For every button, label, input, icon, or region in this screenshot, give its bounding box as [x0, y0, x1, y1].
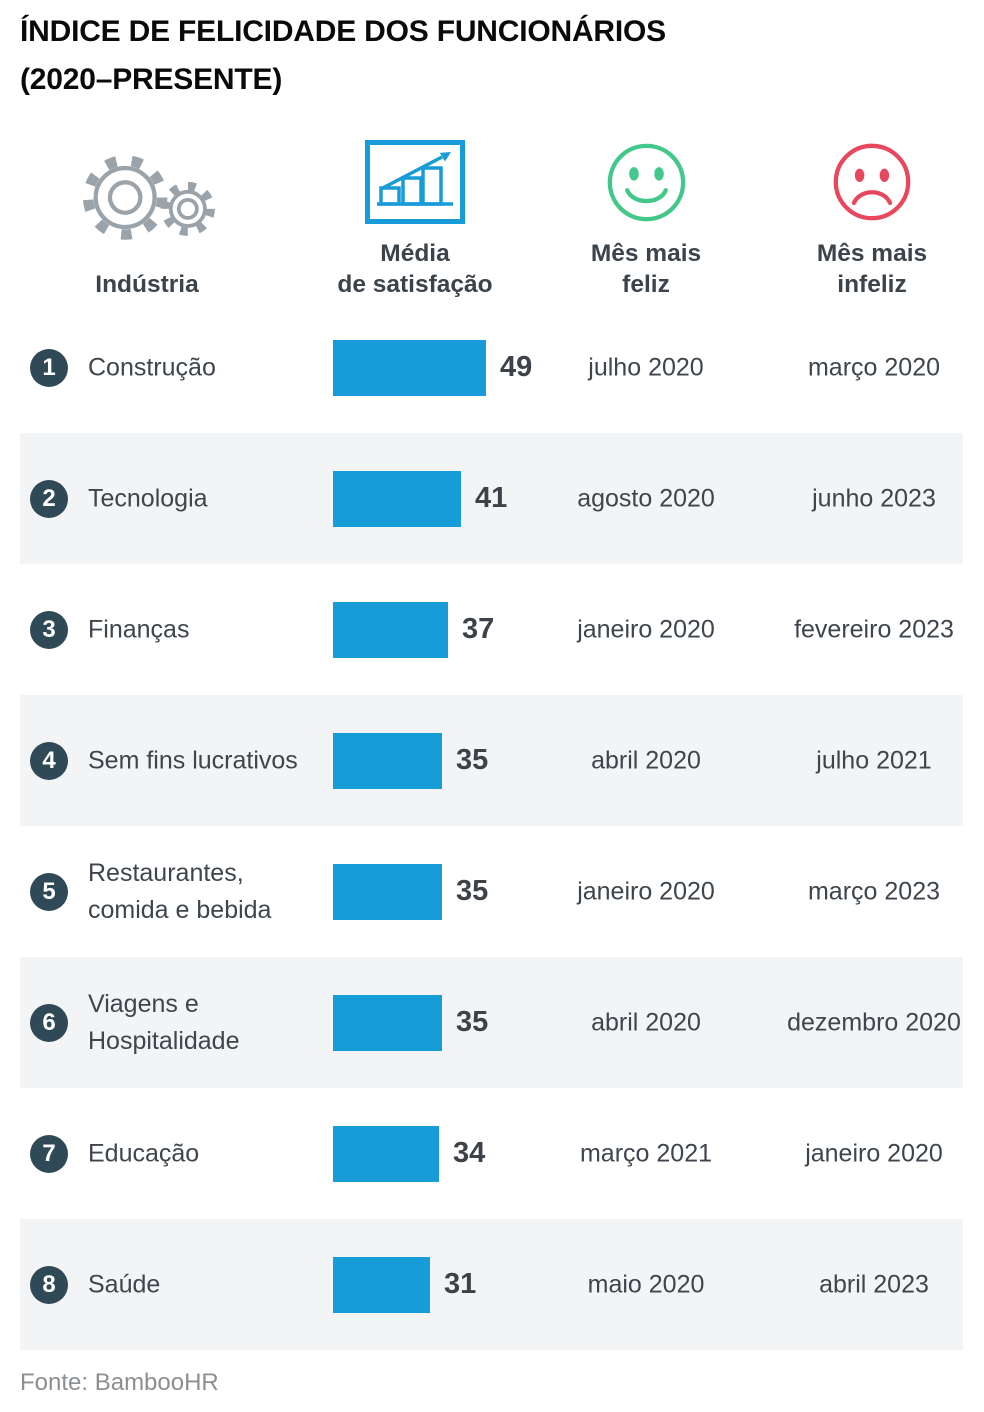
table-row: 7 Educação 34 março 2021 janeiro 2020 — [20, 1088, 963, 1219]
gears-icon — [37, 126, 257, 269]
table-row: 1 Construção 49 julho 2020 março 2020 — [20, 302, 963, 433]
unhappiest-month: janeiro 2020 — [805, 1139, 943, 1167]
column-header-industry: Indústria — [37, 126, 257, 302]
rank-badge: 7 — [30, 1134, 68, 1173]
unhappiest-month: março 2023 — [807, 877, 941, 905]
unhappiest-month: dezembro 2020 — [787, 1008, 961, 1036]
industry-label: Finanças — [88, 615, 190, 643]
column-headers: Indústria Média de satisfação — [0, 126, 984, 302]
industry-label: Tecnologia — [88, 484, 208, 512]
bar-cell: 35 — [333, 863, 489, 920]
column-label-unhappiest: Mês mais infeliz — [816, 240, 928, 298]
column-label-satisfaction: Média de satisfação — [337, 240, 493, 298]
table-row: 3 Finanças 37 janeiro 2020 fevereiro 202… — [20, 564, 963, 695]
industry-label: Restaurantes, comida e bebida — [88, 858, 272, 924]
happiest-month: março 2021 — [579, 1139, 713, 1167]
happiest-month: janeiro 2020 — [577, 877, 715, 905]
bar-cell: 35 — [333, 994, 489, 1051]
satisfaction-bar — [333, 601, 448, 658]
satisfaction-value: 35 — [456, 744, 489, 776]
unhappiest-month: fevereiro 2023 — [794, 615, 954, 643]
satisfaction-value: 34 — [453, 1137, 486, 1169]
rank-badge: 5 — [30, 872, 68, 911]
bar-cell: 35 — [333, 732, 489, 789]
bar-cell: 41 — [333, 470, 508, 527]
unhappiest-month: março 2020 — [807, 353, 941, 381]
table-row: 4 Sem fins lucrativos 35 abril 2020 julh… — [20, 695, 963, 826]
industry-label: Construção — [88, 353, 216, 381]
table-row: 6 Viagens e Hospitalidade 35 abril 2020 … — [20, 957, 963, 1088]
unhappiest-month: junho 2023 — [812, 484, 936, 512]
happiest-month: julho 2020 — [588, 353, 704, 381]
satisfaction-value: 41 — [475, 482, 508, 514]
column-label-industry: Indústria — [95, 271, 199, 298]
industry-label: Educação — [88, 1139, 200, 1167]
industry-label: Sem fins lucrativos — [88, 746, 298, 774]
satisfaction-bar — [333, 1256, 430, 1313]
bar-chart-icon — [305, 126, 525, 238]
table-row: 5 Restaurantes, comida e bebida 35 janei… — [20, 826, 963, 957]
happiest-month: janeiro 2020 — [577, 615, 715, 643]
satisfaction-value: 49 — [500, 351, 533, 383]
column-header-satisfaction: Média de satisfação — [305, 126, 525, 302]
rank-badge: 4 — [30, 741, 68, 780]
source-credit: Fonte: BambooHR — [20, 1369, 219, 1396]
satisfaction-bar — [333, 994, 442, 1051]
column-label-happiest: Mês mais feliz — [590, 240, 702, 298]
sad-face-icon — [762, 126, 982, 238]
bar-cell: 49 — [333, 339, 533, 396]
rank-badge: 3 — [30, 610, 68, 649]
column-header-happiest: Mês mais feliz — [536, 126, 756, 302]
ranking-table: 1 Construção 49 julho 2020 março 2020 2 … — [20, 302, 963, 1350]
satisfaction-value: 35 — [456, 875, 489, 907]
satisfaction-value: 37 — [462, 613, 495, 645]
table-row: 8 Saúde 31 maio 2020 abril 2023 — [20, 1219, 963, 1350]
rank-badge: 6 — [30, 1003, 68, 1042]
satisfaction-bar — [333, 339, 486, 396]
page-title: ÍNDICE DE FELICIDADE DOS FUNCIONÁRIOS (2… — [20, 15, 666, 96]
satisfaction-bar — [333, 1125, 439, 1182]
happiest-month: abril 2020 — [591, 1008, 701, 1036]
rank-badge: 2 — [30, 479, 68, 518]
unhappiest-month: abril 2023 — [819, 1270, 929, 1298]
table-row: 2 Tecnologia 41 agosto 2020 junho 2023 — [20, 433, 963, 564]
happiest-month: maio 2020 — [587, 1270, 705, 1298]
happy-face-icon — [536, 126, 756, 238]
satisfaction-bar — [333, 863, 442, 920]
industry-label: Saúde — [88, 1270, 161, 1298]
bar-cell: 31 — [333, 1256, 477, 1313]
satisfaction-value: 35 — [456, 1006, 489, 1038]
satisfaction-bar — [333, 732, 442, 789]
satisfaction-value: 31 — [444, 1268, 477, 1300]
bar-cell: 34 — [333, 1125, 486, 1182]
bar-cell: 37 — [333, 601, 495, 658]
industry-label: Viagens e Hospitalidade — [88, 989, 240, 1055]
happiest-month: agosto 2020 — [577, 484, 715, 512]
rank-badge: 8 — [30, 1265, 68, 1304]
column-header-unhappiest: Mês mais infeliz — [762, 126, 982, 302]
happiest-month: abril 2020 — [591, 746, 701, 774]
rank-badge: 1 — [30, 348, 68, 387]
satisfaction-bar — [333, 470, 461, 527]
unhappiest-month: julho 2021 — [816, 746, 932, 774]
